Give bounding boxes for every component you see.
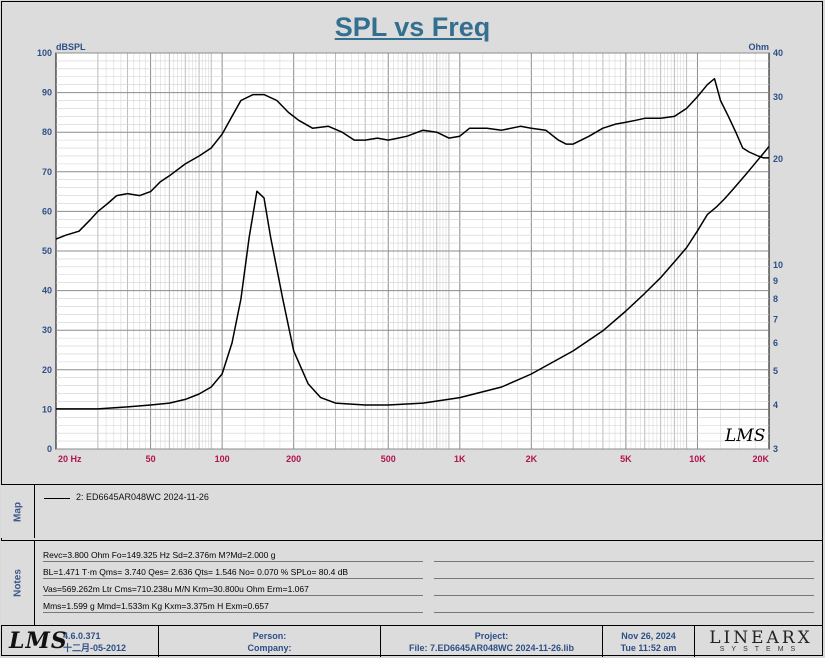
y-tick-label: 0	[47, 444, 52, 454]
x-tick-label: 20K	[752, 454, 769, 464]
map-panel	[1, 484, 823, 538]
y2-axis-unit: Ohm	[748, 42, 769, 52]
y-tick-label: 30	[42, 325, 52, 335]
note-line-right-1	[434, 548, 814, 562]
y-tick-label: 90	[42, 88, 52, 98]
y-tick-label: 70	[42, 167, 52, 177]
y2-tick-label: 9	[773, 276, 778, 286]
y-axis-unit: dBSPL	[56, 42, 86, 52]
legend-entry: 2: ED6645AR048WC 2024-11-26	[76, 492, 209, 502]
y2-tick-label: 8	[773, 294, 778, 304]
note-line-4: Mms=1.599 g Mmd=1.533m Kg Kxm=3.375m H E…	[43, 599, 423, 613]
footer-date-cell: Nov 26, 2024 Tue 11:52 am	[603, 626, 695, 657]
note-line-1: Revc=3.800 Ohm Fo=149.325 Hz Sd=2.376m M…	[43, 548, 423, 562]
y-tick-label: 50	[42, 246, 52, 256]
y2-tick-label: 7	[773, 314, 778, 324]
series-lines	[55, 77, 770, 410]
spl-line	[55, 77, 769, 240]
x-tick-label: 200	[286, 454, 301, 464]
project-label: Project:	[474, 631, 509, 641]
x-tick-label: 1K	[454, 454, 466, 464]
y2-tick-label: 40	[773, 48, 783, 58]
y-tick-labels: 0 10 20 30 40 50 60 70 80 90 100	[37, 48, 52, 454]
person-label: Person:	[252, 631, 287, 641]
y2-tick-label: 5	[773, 366, 778, 376]
note-line-right-2	[434, 565, 814, 579]
y2-tick-label: 20	[773, 154, 783, 164]
version-number: 4.6.0.371	[63, 631, 101, 641]
y2-tick-label: 4	[773, 400, 778, 410]
notes-side-label: Notes	[1, 540, 35, 625]
note-line-2: BL=1.471 T·m Qms= 3.740 Qes= 2.636 Qts= …	[43, 565, 423, 579]
build-date: 十二月-05-2012	[63, 643, 127, 653]
footer-version-cell: LMS 4.6.0.371 十二月-05-2012	[1, 626, 159, 657]
footer-date: Nov 26, 2024	[621, 631, 676, 641]
chart-title: SPL vs Freq	[334, 12, 491, 42]
y-tick-label: 20	[42, 365, 52, 375]
x-tick-label: 50	[146, 454, 156, 464]
company-label: Company:	[247, 643, 292, 653]
spl-chart: 20 Hz 50 100 200 500 1K 2K 5K 10K 20K 01020304050…	[37, 42, 783, 464]
x-tick-label: 10K	[689, 454, 706, 464]
y-tick-label: 100	[37, 48, 52, 58]
footer-bar: LMS 4.6.0.371 十二月-05-2012 Person: Compan…	[1, 625, 823, 657]
x-tick-labels: 20 Hz 50 100 200 500 1K 2K 5K 10K 20K	[58, 454, 769, 464]
y-tick-label: 60	[42, 206, 52, 216]
file-label: File: 7.ED6645AR048WC 2024-11-26.lib	[408, 643, 575, 653]
notes-panel	[1, 540, 823, 624]
y-tick-label: 10	[42, 404, 52, 414]
lms-logo: LMS	[9, 628, 68, 654]
y2-tick-label: 3	[773, 444, 778, 454]
impedance-line	[56, 146, 770, 410]
y2-tick-labels: 3 4 5 6 7 8 9 10 20 30 40	[773, 48, 783, 454]
x-tick-label: 2K	[526, 454, 538, 464]
map-side-label: Map	[1, 484, 35, 538]
lms-watermark: LMS	[724, 426, 765, 446]
note-line-right-4	[434, 599, 814, 613]
note-line-right-3	[434, 582, 814, 596]
brand-subtitle: SYSTEMS	[719, 646, 803, 653]
y2-tick-label: 6	[773, 338, 778, 348]
y-tick-label: 40	[42, 286, 52, 296]
brand-name: LINEARX	[709, 628, 813, 648]
y2-tick-label: 30	[773, 92, 783, 102]
footer-time: Tue 11:52 am	[620, 643, 677, 653]
y-tick-label: 80	[42, 127, 52, 137]
x-tick-label: 20 Hz	[58, 454, 82, 464]
y2-tick-label: 10	[773, 260, 783, 270]
legend-line-icon	[44, 498, 70, 499]
footer-person-cell: Person: Company:	[159, 626, 381, 657]
x-tick-label: 500	[381, 454, 396, 464]
x-tick-label: 5K	[620, 454, 632, 464]
note-line-3: Vas=569.262m Ltr Cms=710.238u M/N Krm=30…	[43, 582, 423, 596]
grid-lines	[56, 52, 769, 450]
linearx-logo: LINEARX SYSTEMS	[701, 628, 821, 653]
x-tick-label: 100	[215, 454, 230, 464]
footer-project-cell: Project: File: 7.ED6645AR048WC 2024-11-2…	[381, 626, 603, 657]
